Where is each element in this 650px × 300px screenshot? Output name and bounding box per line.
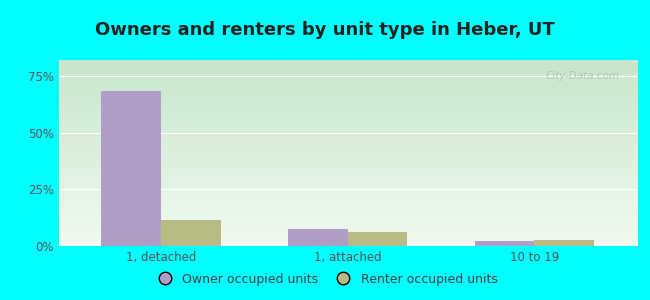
Bar xyxy=(348,232,408,246)
Bar xyxy=(534,240,594,246)
Legend: Owner occupied units, Renter occupied units: Owner occupied units, Renter occupied un… xyxy=(148,268,502,291)
Bar xyxy=(101,91,161,246)
Bar xyxy=(161,220,221,246)
Text: City-Data.com: City-Data.com xyxy=(545,71,619,81)
Bar xyxy=(288,229,348,246)
Text: Owners and renters by unit type in Heber, UT: Owners and renters by unit type in Heber… xyxy=(95,21,555,39)
Bar xyxy=(474,242,534,246)
